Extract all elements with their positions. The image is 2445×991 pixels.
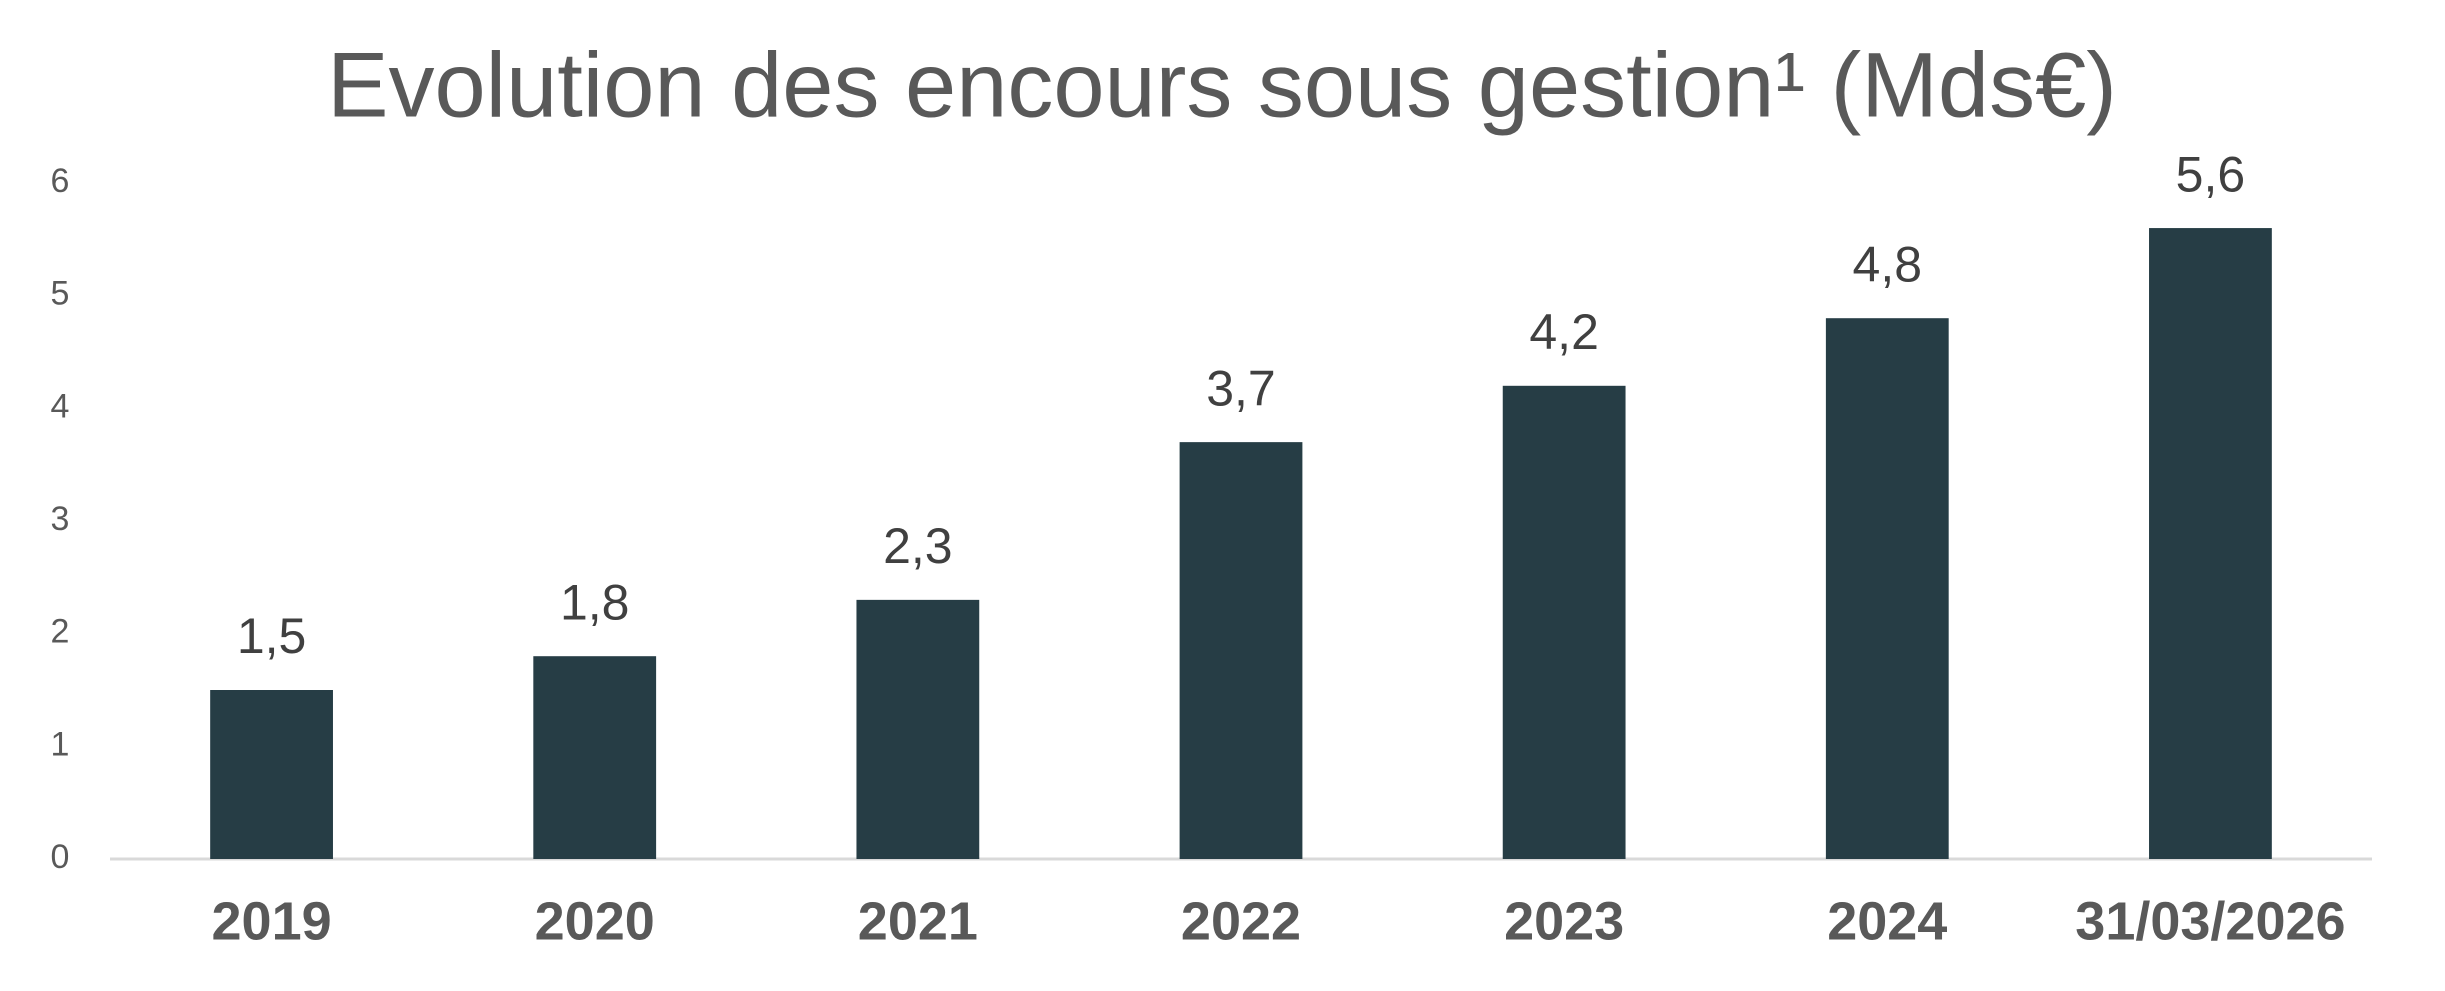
y-tick-label: 4 (51, 387, 70, 425)
bar (1825, 318, 1949, 859)
chart-title: Evolution des encours sous gestion¹ (Mds… (327, 34, 2117, 136)
x-tick-label: 2024 (1827, 891, 1947, 951)
bar (533, 656, 657, 859)
y-tick-label: 5 (51, 275, 70, 313)
x-tick-label: 2019 (212, 891, 332, 951)
y-tick-label: 3 (51, 500, 70, 538)
value-label: 1,8 (560, 574, 630, 630)
y-tick-label: 6 (51, 162, 70, 200)
bar (2149, 228, 2272, 860)
x-tick-label: 2022 (1181, 891, 1301, 951)
x-tick-label: 2023 (1504, 891, 1624, 951)
value-label: 5,6 (2176, 146, 2246, 202)
bar (1179, 442, 1303, 859)
value-label: 3,7 (1206, 360, 1276, 416)
value-label: 4,8 (1853, 236, 1923, 292)
bar (210, 690, 333, 859)
x-tick-label: 2021 (858, 891, 978, 951)
value-label: 2,3 (883, 518, 953, 574)
x-tick-label: 31/03/2026 (2075, 891, 2345, 951)
y-tick-label: 1 (51, 725, 70, 763)
y-tick-label: 2 (51, 613, 70, 651)
bar (1502, 385, 1626, 859)
x-tick-label: 2020 (535, 891, 655, 951)
value-label: 1,5 (237, 608, 307, 664)
bar (856, 599, 980, 859)
y-tick-label: 0 (51, 838, 70, 876)
value-label: 4,2 (1529, 304, 1599, 360)
